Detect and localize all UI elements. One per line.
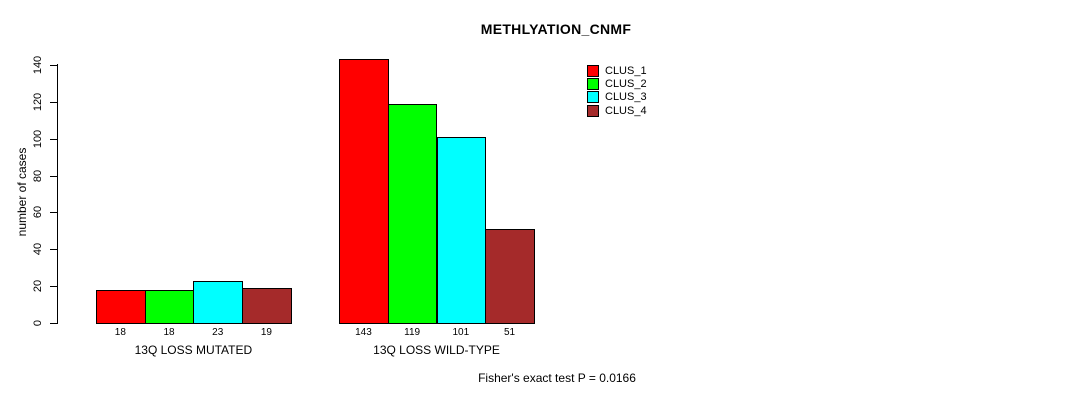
y-tick-label: 0: [32, 319, 44, 327]
legend-swatch-icon: [587, 64, 599, 77]
bar-value-label: 51: [503, 327, 516, 338]
legend-item-clus_1: CLUS_1: [587, 64, 647, 77]
legend-swatch-icon: [587, 104, 599, 117]
bar-clus_1: [96, 289, 146, 324]
legend-swatch-icon: [587, 78, 599, 91]
bar-clus_1: [339, 59, 389, 324]
category-label: 13Q LOSS WILD-TYPE: [373, 343, 500, 357]
y-tick-mark: [50, 138, 57, 140]
category-label: 13Q LOSS MUTATED: [134, 343, 253, 357]
legend-label: CLUS_2: [605, 78, 647, 91]
y-axis-line: [57, 64, 58, 324]
bar-value-label: 101: [452, 327, 470, 338]
bar-clus_2: [144, 289, 195, 324]
legend-item-clus_3: CLUS_3: [587, 91, 647, 104]
legend-item-clus_4: CLUS_4: [587, 104, 647, 117]
y-tick-label: 120: [32, 92, 44, 112]
y-tick-mark: [50, 249, 57, 251]
y-tick-label: 100: [32, 129, 44, 148]
bar-value-label: 143: [355, 327, 372, 338]
y-tick-mark: [50, 212, 57, 214]
y-tick-label: 80: [32, 169, 44, 182]
chart-title: METHLYATION_CNMF: [480, 21, 632, 37]
bar-clus_2: [387, 103, 438, 324]
bar-clus_3: [193, 280, 244, 324]
y-tick-label: 40: [32, 243, 44, 256]
bar-value-label: 18: [114, 327, 126, 338]
legend-item-clus_2: CLUS_2: [587, 77, 647, 91]
y-tick-mark: [50, 101, 57, 103]
y-tick-mark: [50, 65, 57, 66]
y-axis-label: number of cases: [15, 147, 29, 237]
bar-value-label: 119: [404, 327, 421, 338]
fisher-test-annotation: Fisher's exact test P = 0.0166: [478, 371, 636, 385]
legend-label: CLUS_3: [605, 91, 647, 104]
bar-clus_4: [242, 287, 292, 324]
y-tick-mark: [50, 175, 57, 177]
legend-label: CLUS_1: [605, 64, 647, 77]
legend-label: CLUS_4: [605, 104, 647, 117]
y-tick-mark: [50, 286, 57, 288]
y-tick-label: 60: [32, 206, 44, 219]
y-tick-mark: [50, 323, 57, 324]
legend: CLUS_1 CLUS_2 CLUS_3 CLUS_4: [587, 64, 647, 118]
y-tick-label: 140: [32, 55, 44, 75]
bar-value-label: 18: [163, 327, 175, 338]
legend-swatch-icon: [587, 91, 599, 104]
bar-clus_4: [485, 229, 535, 324]
y-tick-label: 20: [32, 280, 44, 293]
bar-clus_3: [436, 136, 487, 324]
bar-value-label: 23: [212, 327, 224, 338]
bar-value-label: 19: [260, 327, 272, 338]
